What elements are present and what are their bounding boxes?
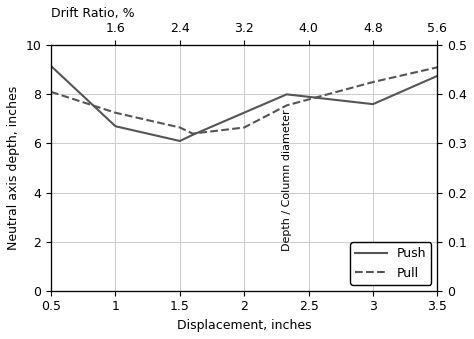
X-axis label: Drift Ratio, %: Drift Ratio, % bbox=[51, 7, 135, 20]
Pull bbox=[435, 65, 440, 69]
Pull bbox=[190, 132, 196, 136]
Push bbox=[48, 64, 54, 68]
Pull bbox=[241, 125, 247, 129]
Pull bbox=[370, 80, 376, 84]
Pull bbox=[48, 90, 54, 94]
Push bbox=[113, 124, 118, 128]
Legend: Push, Pull: Push, Pull bbox=[350, 242, 431, 284]
Pull bbox=[113, 111, 118, 115]
Line: Push: Push bbox=[51, 66, 438, 141]
Y-axis label: Neutral axis depth, inches: Neutral axis depth, inches bbox=[7, 86, 20, 250]
Push bbox=[435, 74, 440, 78]
Pull bbox=[177, 125, 182, 129]
Push bbox=[190, 133, 196, 137]
Push bbox=[284, 92, 290, 96]
Text: Depth / Column diameter: Depth / Column diameter bbox=[282, 109, 292, 251]
Push bbox=[370, 102, 376, 106]
Pull bbox=[284, 103, 290, 107]
Push bbox=[177, 139, 182, 143]
Line: Pull: Pull bbox=[51, 67, 438, 134]
X-axis label: Displacement, inches: Displacement, inches bbox=[177, 319, 311, 332]
